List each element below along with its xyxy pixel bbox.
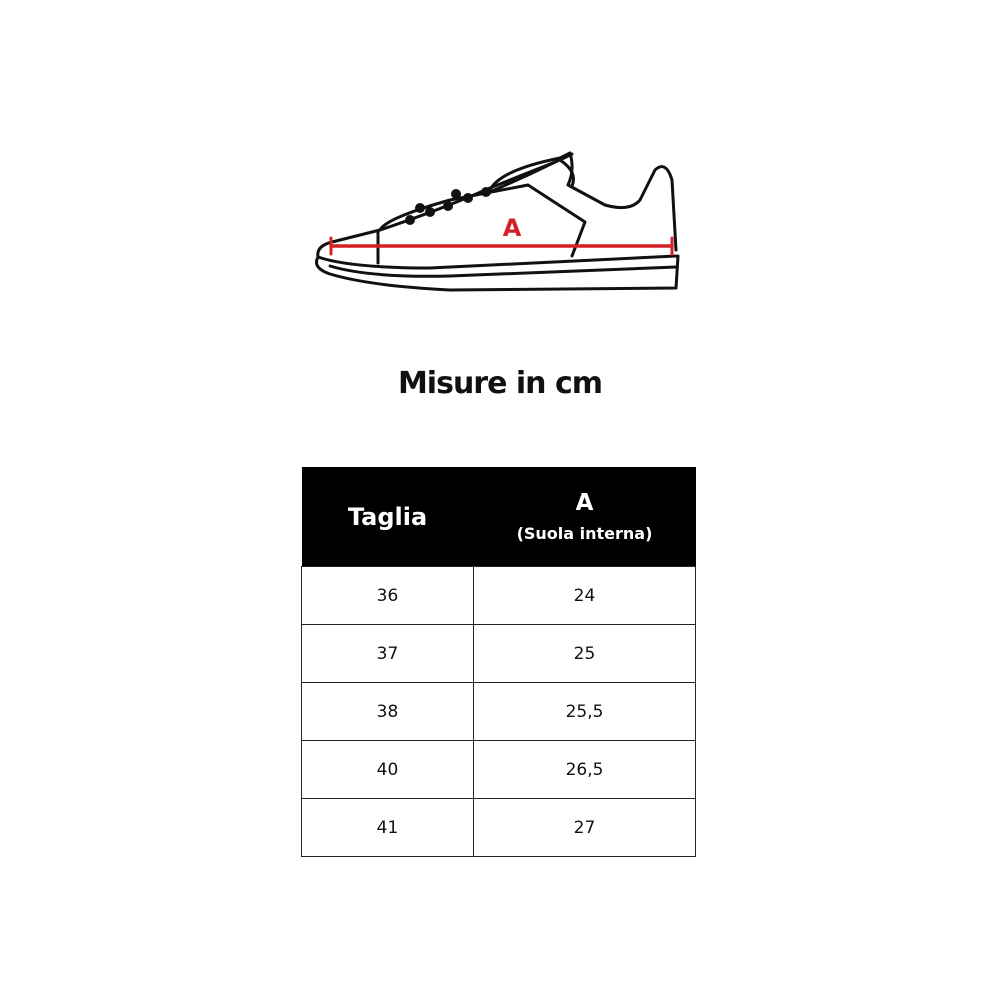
page-title: Misure in cm — [397, 366, 603, 401]
table-row: 36 24 — [301, 566, 696, 625]
cell-a: 27 — [473, 798, 696, 857]
table-row: 37 25 — [301, 624, 696, 683]
cell-size: 36 — [301, 566, 474, 625]
table-row: 41 27 — [301, 798, 696, 857]
header-a-label: A — [575, 490, 594, 516]
cell-size: 38 — [301, 682, 474, 741]
measure-label: A — [503, 214, 522, 242]
cell-a: 25 — [473, 624, 696, 683]
size-table: Taglia A (Suola interna) 36 24 37 25 38 25,… — [301, 467, 696, 857]
cell-size: 41 — [301, 798, 474, 857]
cell-size: 37 — [301, 624, 474, 683]
cell-a: 24 — [473, 566, 696, 625]
header-size: Taglia — [301, 467, 474, 567]
lace-icons — [405, 187, 491, 225]
shoe-illustration: A — [315, 151, 680, 292]
header-a: A (Suola interna) — [473, 467, 696, 567]
cell-a: 26,5 — [473, 740, 696, 799]
table-row: 38 25,5 — [301, 682, 696, 741]
header-a-sub: (Suola interna) — [516, 524, 653, 543]
table-header-row: Taglia A (Suola interna) — [301, 467, 696, 567]
cell-size: 40 — [301, 740, 474, 799]
table-row: 40 26,5 — [301, 740, 696, 799]
cell-a: 25,5 — [473, 682, 696, 741]
